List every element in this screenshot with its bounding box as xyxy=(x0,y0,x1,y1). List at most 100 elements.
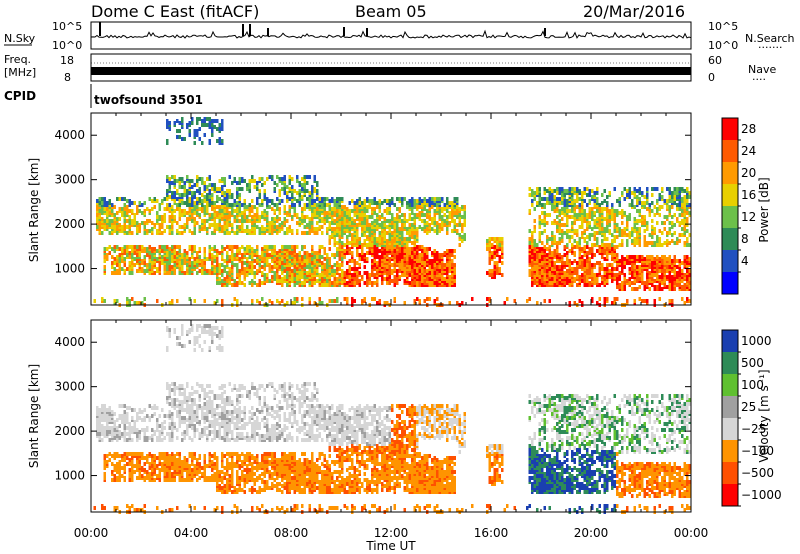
power-cell xyxy=(168,177,171,181)
power-cell xyxy=(463,237,466,241)
power-cell xyxy=(543,211,546,215)
power-cell xyxy=(313,231,316,235)
power-cell xyxy=(236,207,239,211)
power-cell xyxy=(248,203,251,207)
power-cell xyxy=(141,259,144,263)
power-cell xyxy=(321,245,324,249)
power-cell xyxy=(551,189,554,193)
power-cell xyxy=(531,231,534,235)
power-cell xyxy=(378,249,381,253)
power-cell xyxy=(638,191,641,195)
power-cell xyxy=(188,197,191,201)
power-cell xyxy=(613,219,616,223)
power-cell xyxy=(308,257,311,261)
power-cell xyxy=(196,263,199,267)
power-cell xyxy=(316,227,319,231)
power-cell xyxy=(668,287,671,291)
power-cell xyxy=(173,191,176,195)
power-cell xyxy=(603,297,606,301)
power-cell xyxy=(356,199,359,203)
power-cell xyxy=(293,203,296,207)
power-cell xyxy=(261,177,264,181)
power-cell xyxy=(631,255,634,259)
power-cell xyxy=(116,299,119,303)
power-cell xyxy=(408,251,411,255)
power-cell xyxy=(631,271,634,275)
power-cell xyxy=(138,209,141,213)
power-cell xyxy=(343,271,346,275)
power-cell xyxy=(186,211,189,215)
power-cell xyxy=(598,227,601,231)
power-cell xyxy=(616,273,619,277)
power-cell xyxy=(436,297,439,301)
power-cell xyxy=(236,245,239,249)
power-cell xyxy=(643,229,646,233)
power-cell xyxy=(633,223,636,227)
power-cell xyxy=(183,193,186,197)
power-cell xyxy=(631,239,634,243)
power-cell xyxy=(366,275,369,279)
power-cell xyxy=(488,297,491,301)
power-cell xyxy=(271,207,274,211)
power-cell xyxy=(633,269,636,273)
power-cell xyxy=(291,229,294,233)
power-cell xyxy=(571,215,574,219)
power-cell xyxy=(198,225,201,229)
power-cell xyxy=(293,273,296,277)
power-cell xyxy=(313,199,316,203)
power-cell xyxy=(413,241,416,245)
power-cell xyxy=(113,261,116,265)
power-cell xyxy=(168,229,171,233)
power-cell xyxy=(326,259,329,263)
power-cell xyxy=(161,249,164,253)
power-cell xyxy=(308,217,311,221)
power-cell xyxy=(591,227,594,231)
power-cell xyxy=(623,187,626,191)
power-cell xyxy=(638,197,641,201)
power-cell xyxy=(658,213,661,217)
power-cell xyxy=(531,193,534,197)
power-cell xyxy=(206,209,209,213)
power-cell xyxy=(496,267,499,271)
power-cell xyxy=(106,247,109,251)
power-cell xyxy=(528,193,531,197)
power-cell xyxy=(433,249,436,253)
power-cell xyxy=(121,207,124,211)
power-cell xyxy=(396,245,399,249)
power-cell xyxy=(171,215,174,219)
power-cell xyxy=(541,211,544,215)
power-cell xyxy=(221,127,224,131)
power-cell xyxy=(581,231,584,235)
power-cell xyxy=(413,219,416,223)
power-cell xyxy=(218,127,221,131)
power-cell xyxy=(668,255,671,259)
power-cell xyxy=(376,237,379,241)
power-cell xyxy=(173,263,176,267)
power-cell xyxy=(166,251,169,255)
power-cell xyxy=(103,201,106,205)
power-cell xyxy=(298,189,301,193)
power-cell xyxy=(651,209,654,213)
power-cell xyxy=(106,201,109,205)
power-cell xyxy=(251,271,254,275)
power-cell xyxy=(271,221,274,225)
power-cell xyxy=(211,123,214,127)
power-cell xyxy=(211,253,214,257)
power-cell xyxy=(348,221,351,225)
power-cell xyxy=(176,197,179,201)
power-cell xyxy=(593,225,596,229)
power-cell xyxy=(216,261,219,265)
power-cell xyxy=(636,255,639,259)
power-cell xyxy=(588,193,591,197)
power-cell xyxy=(651,201,654,205)
power-cell xyxy=(603,189,606,193)
power-cell xyxy=(656,255,659,259)
power-cell xyxy=(268,245,271,249)
power-cell xyxy=(496,241,499,245)
power-cell xyxy=(276,203,279,207)
power-cell xyxy=(133,213,136,217)
power-cell xyxy=(431,205,434,209)
power-cell xyxy=(618,283,621,287)
power-cell xyxy=(121,255,124,259)
power-cell xyxy=(656,221,659,225)
